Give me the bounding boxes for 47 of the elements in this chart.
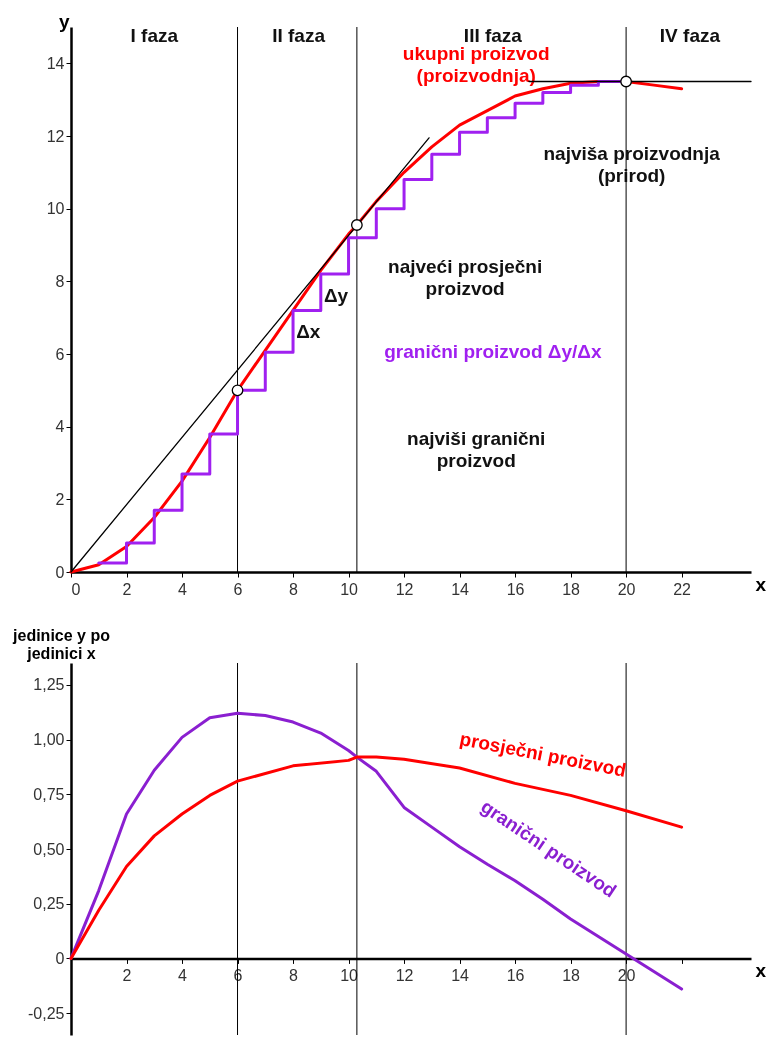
y-tick-label: 8	[55, 272, 65, 290]
y-axis-title: y	[58, 10, 70, 32]
x-tick-label: 16	[506, 966, 525, 984]
y-tick-label: 1,25	[33, 676, 65, 694]
x-tick-label: 8	[289, 966, 299, 984]
annotation: najveći prosječni proizvod	[388, 255, 543, 299]
annotation: Δx	[296, 321, 321, 343]
x-tick-label: 4	[178, 966, 188, 984]
y-tick-label: 0	[55, 949, 65, 967]
y-tick-label: 4	[55, 418, 65, 436]
x-tick-label: 4	[178, 580, 188, 598]
annotation: najviši granični proizvod	[407, 428, 546, 472]
y-tick-label: 1,00	[33, 731, 65, 749]
x-tick-label: 16	[506, 580, 525, 598]
y-tick-label: 0	[55, 563, 65, 581]
x-axis-title: x	[755, 959, 767, 981]
x-tick-label: 0	[71, 580, 81, 598]
x-axis-title: x	[755, 573, 767, 595]
y-tick-label: 0,75	[33, 785, 65, 803]
y-tick-label: 6	[55, 345, 65, 363]
text: granični proizvod Δy/Δx	[384, 341, 602, 363]
x-tick-label: 18	[562, 966, 581, 984]
x-tick-label: 14	[451, 966, 470, 984]
y-tick-label: 2	[55, 490, 65, 508]
y-tick-label: 14	[46, 54, 65, 72]
x-tick-label: 12	[395, 580, 414, 598]
x-tick-label: 10	[340, 580, 359, 598]
x-tick-label: 22	[673, 580, 692, 598]
x-tick-label: 2	[122, 580, 132, 598]
text: prosječni proizvod	[458, 727, 628, 781]
annotation: II faza	[272, 25, 326, 47]
x-tick-label: 14	[451, 580, 470, 598]
annotation: IV faza	[659, 25, 721, 47]
y-tick-label: 12	[46, 127, 65, 145]
x-tick-label: 20	[617, 580, 636, 598]
x-tick-label: 8	[289, 580, 299, 598]
x-tick-label: 2	[122, 966, 132, 984]
x-tick-label: 18	[562, 580, 581, 598]
y-tick-label: 0,50	[33, 840, 65, 858]
x-tick-label: 6	[233, 580, 243, 598]
annotation: I faza	[130, 25, 179, 47]
y-tick-label: 10	[46, 200, 65, 218]
y-tick-label: -0,25	[28, 1004, 65, 1022]
annotation: Δy	[323, 284, 349, 306]
x-tick-label: 12	[395, 966, 414, 984]
y-tick-label: 0,25	[33, 895, 65, 913]
y-axis-title: jedinice y po jedinici x	[12, 626, 111, 662]
